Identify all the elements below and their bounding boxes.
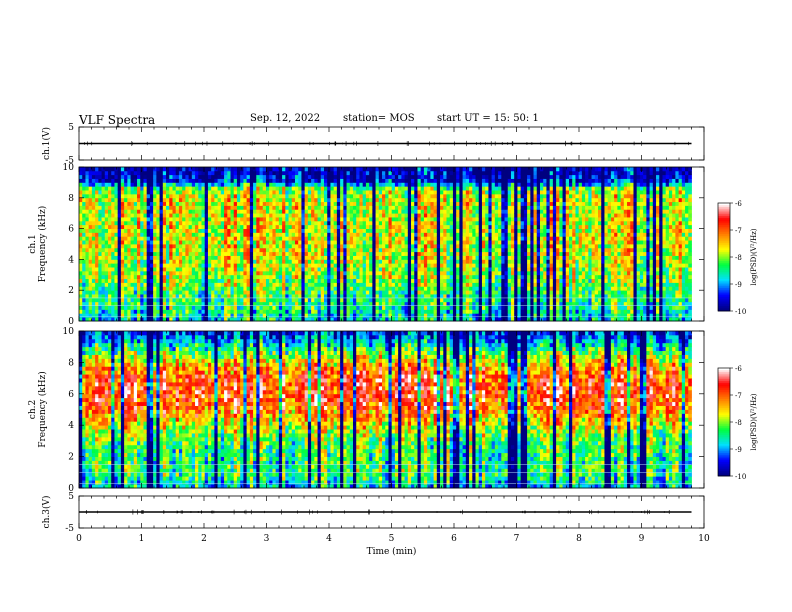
colorbar-tick-label: -10 — [735, 308, 746, 316]
colorbar-tick-label: -9 — [735, 281, 742, 289]
colorbar: -6 -7 -8 -9 -10 log(PSD)(V²/Hz) — [717, 365, 758, 481]
y-axis-label: ch.1(V) — [41, 127, 52, 160]
spectrogram-cells — [79, 331, 692, 489]
x-tick-label: 7 — [514, 534, 520, 544]
colorbar-tick-label: -9 — [735, 446, 742, 454]
y-tick-label: -5 — [65, 524, 74, 534]
y-tick-label: 8 — [68, 358, 74, 368]
colorbar: -6 -7 -8 -9 -10 log(PSD)(V²/Hz) — [717, 200, 758, 316]
x-tick-label: 8 — [576, 534, 582, 544]
colorbar-tick-label: -8 — [735, 254, 742, 262]
colorbar-tick-label: -8 — [735, 419, 742, 427]
spectrogram-cells — [79, 167, 692, 322]
x-tick-label: 3 — [264, 534, 270, 544]
y-tick-label: 2 — [68, 286, 74, 296]
y-tick-label: 5 — [68, 492, 74, 502]
x-tick-label: 0 — [76, 534, 82, 544]
colorbar-label: log(PSD)(V²/Hz) — [750, 228, 758, 285]
waveform-panel-3: 5 -5 ch.3(V) — [41, 492, 705, 534]
channel-label: ch.1 — [28, 234, 38, 253]
station-label: station= MOS — [343, 113, 415, 124]
y-tick-label: 2 — [68, 453, 74, 463]
x-axis-label: Time (min) — [367, 546, 417, 557]
waveform-panel-1: 5 -5 ch.1(V) — [41, 123, 705, 166]
x-axis: 0 1 2 3 4 5 6 7 8 9 10 Time (min) — [76, 534, 710, 557]
y-tick-label: 0 — [68, 484, 74, 494]
colorbar-label: log(PSD)(V²/Hz) — [750, 393, 758, 450]
y-axis-label: Frequency (kHz) — [37, 371, 48, 448]
colorbar-tick-label: -6 — [735, 365, 742, 373]
spectrogram-panel-2: 0 2 4 6 8 10 ch.2 Frequency (kHz) — [28, 327, 705, 494]
colorbar-tick-label: -7 — [735, 392, 742, 400]
channel-label: ch.2 — [28, 400, 38, 419]
start-time-label: start UT = 15: 50: 1 — [437, 113, 539, 124]
y-tick-label: 10 — [63, 163, 75, 173]
x-tick-label: 5 — [389, 534, 395, 544]
figure-title: VLF Spectra — [79, 113, 156, 127]
y-tick-label: 0 — [68, 317, 74, 327]
x-tick-label: 6 — [451, 534, 457, 544]
y-axis-label: ch.3(V) — [41, 496, 52, 529]
x-tick-label: 9 — [639, 534, 645, 544]
y-tick-label: 6 — [68, 225, 74, 235]
colorbar-tick-label: -6 — [735, 200, 742, 208]
y-tick-label: 6 — [68, 390, 74, 400]
x-tick-label: 1 — [139, 534, 145, 544]
y-axis-label: Frequency (kHz) — [37, 206, 48, 283]
y-tick-label: 5 — [68, 123, 74, 133]
y-tick-label: 8 — [68, 194, 74, 204]
x-tick-label: 10 — [698, 534, 710, 544]
y-tick-label: -5 — [65, 156, 74, 166]
y-tick-label: 4 — [68, 421, 74, 431]
observation-date: Sep. 12, 2022 — [250, 113, 321, 124]
x-tick-label: 2 — [201, 534, 207, 544]
y-tick-label: 10 — [63, 327, 75, 337]
colorbar-tick-label: -7 — [735, 227, 742, 235]
y-tick-label: 4 — [68, 255, 74, 265]
colorbar-tick-label: -10 — [735, 473, 746, 481]
x-tick-label: 4 — [326, 534, 332, 544]
spectrogram-panel-1: 0 2 4 6 8 10 ch.1 Frequency (kHz) — [28, 163, 705, 327]
